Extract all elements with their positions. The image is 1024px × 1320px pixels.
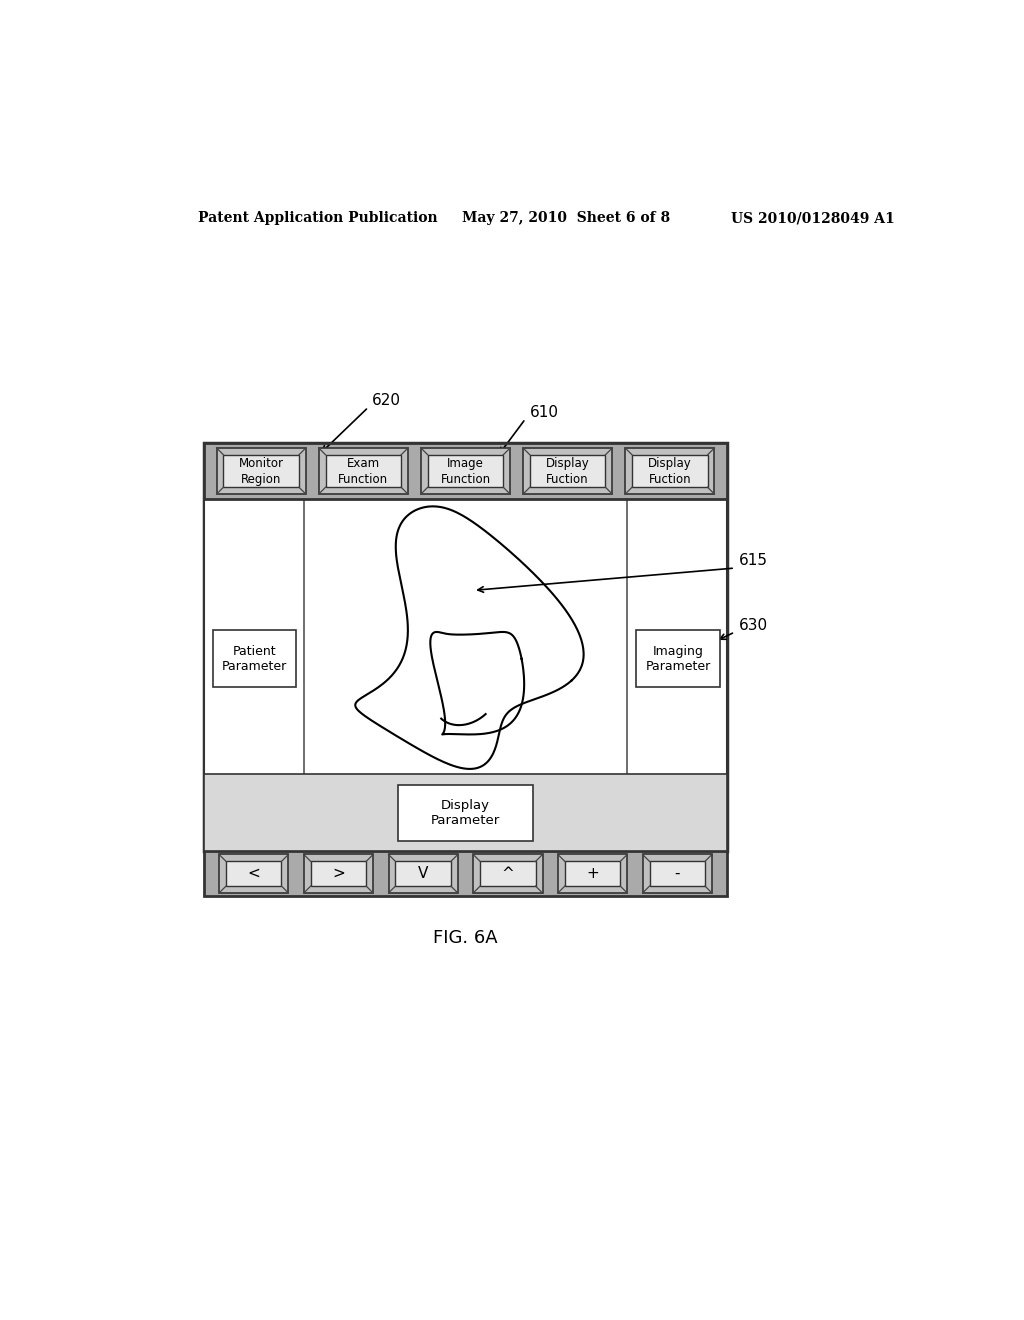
Bar bbox=[204, 444, 727, 499]
Bar bbox=[318, 447, 408, 494]
Text: 610: 610 bbox=[529, 405, 558, 420]
Bar bbox=[326, 455, 401, 487]
Text: -: - bbox=[675, 866, 680, 882]
Bar bbox=[216, 447, 306, 494]
Bar bbox=[388, 854, 458, 892]
Text: Display
Fuction: Display Fuction bbox=[546, 457, 590, 486]
Bar bbox=[530, 455, 605, 487]
Text: V: V bbox=[418, 866, 428, 882]
Text: Exam
Function: Exam Function bbox=[338, 457, 388, 486]
Bar bbox=[204, 444, 727, 851]
Bar bbox=[523, 447, 612, 494]
Bar bbox=[398, 785, 532, 841]
Bar bbox=[213, 630, 296, 688]
Bar bbox=[643, 854, 712, 892]
Text: Image
Function: Image Function bbox=[440, 457, 490, 486]
Text: Display
Fuction: Display Fuction bbox=[648, 457, 691, 486]
Bar bbox=[310, 862, 367, 886]
Bar bbox=[649, 862, 705, 886]
Text: ^: ^ bbox=[502, 866, 514, 882]
Bar bbox=[632, 455, 708, 487]
Bar bbox=[395, 862, 451, 886]
Bar bbox=[204, 499, 727, 851]
Bar bbox=[428, 455, 503, 487]
Bar bbox=[637, 630, 720, 688]
Bar bbox=[204, 775, 727, 851]
Bar bbox=[480, 862, 536, 886]
Text: Patent Application Publication: Patent Application Publication bbox=[198, 211, 437, 226]
Bar bbox=[558, 854, 628, 892]
Text: Monitor
Region: Monitor Region bbox=[239, 457, 284, 486]
Bar bbox=[204, 444, 727, 499]
Bar bbox=[421, 447, 510, 494]
Bar bbox=[223, 455, 299, 487]
Text: <: < bbox=[248, 866, 260, 882]
Bar bbox=[304, 854, 373, 892]
Text: 615: 615 bbox=[739, 553, 768, 568]
Text: May 27, 2010  Sheet 6 of 8: May 27, 2010 Sheet 6 of 8 bbox=[462, 211, 670, 226]
Bar bbox=[219, 854, 289, 892]
Text: Display
Parameter: Display Parameter bbox=[431, 799, 500, 826]
Bar bbox=[473, 854, 543, 892]
Text: +: + bbox=[586, 866, 599, 882]
Text: Imaging
Parameter: Imaging Parameter bbox=[645, 644, 711, 672]
Bar bbox=[226, 862, 282, 886]
Text: US 2010/0128049 A1: US 2010/0128049 A1 bbox=[731, 211, 895, 226]
Text: >: > bbox=[332, 866, 345, 882]
Text: 630: 630 bbox=[739, 618, 768, 634]
Text: FIG. 6A: FIG. 6A bbox=[433, 929, 498, 948]
Bar bbox=[565, 862, 621, 886]
Bar bbox=[204, 851, 727, 896]
Text: 620: 620 bbox=[373, 393, 401, 408]
Text: Patient
Parameter: Patient Parameter bbox=[222, 644, 287, 672]
Bar bbox=[626, 447, 715, 494]
